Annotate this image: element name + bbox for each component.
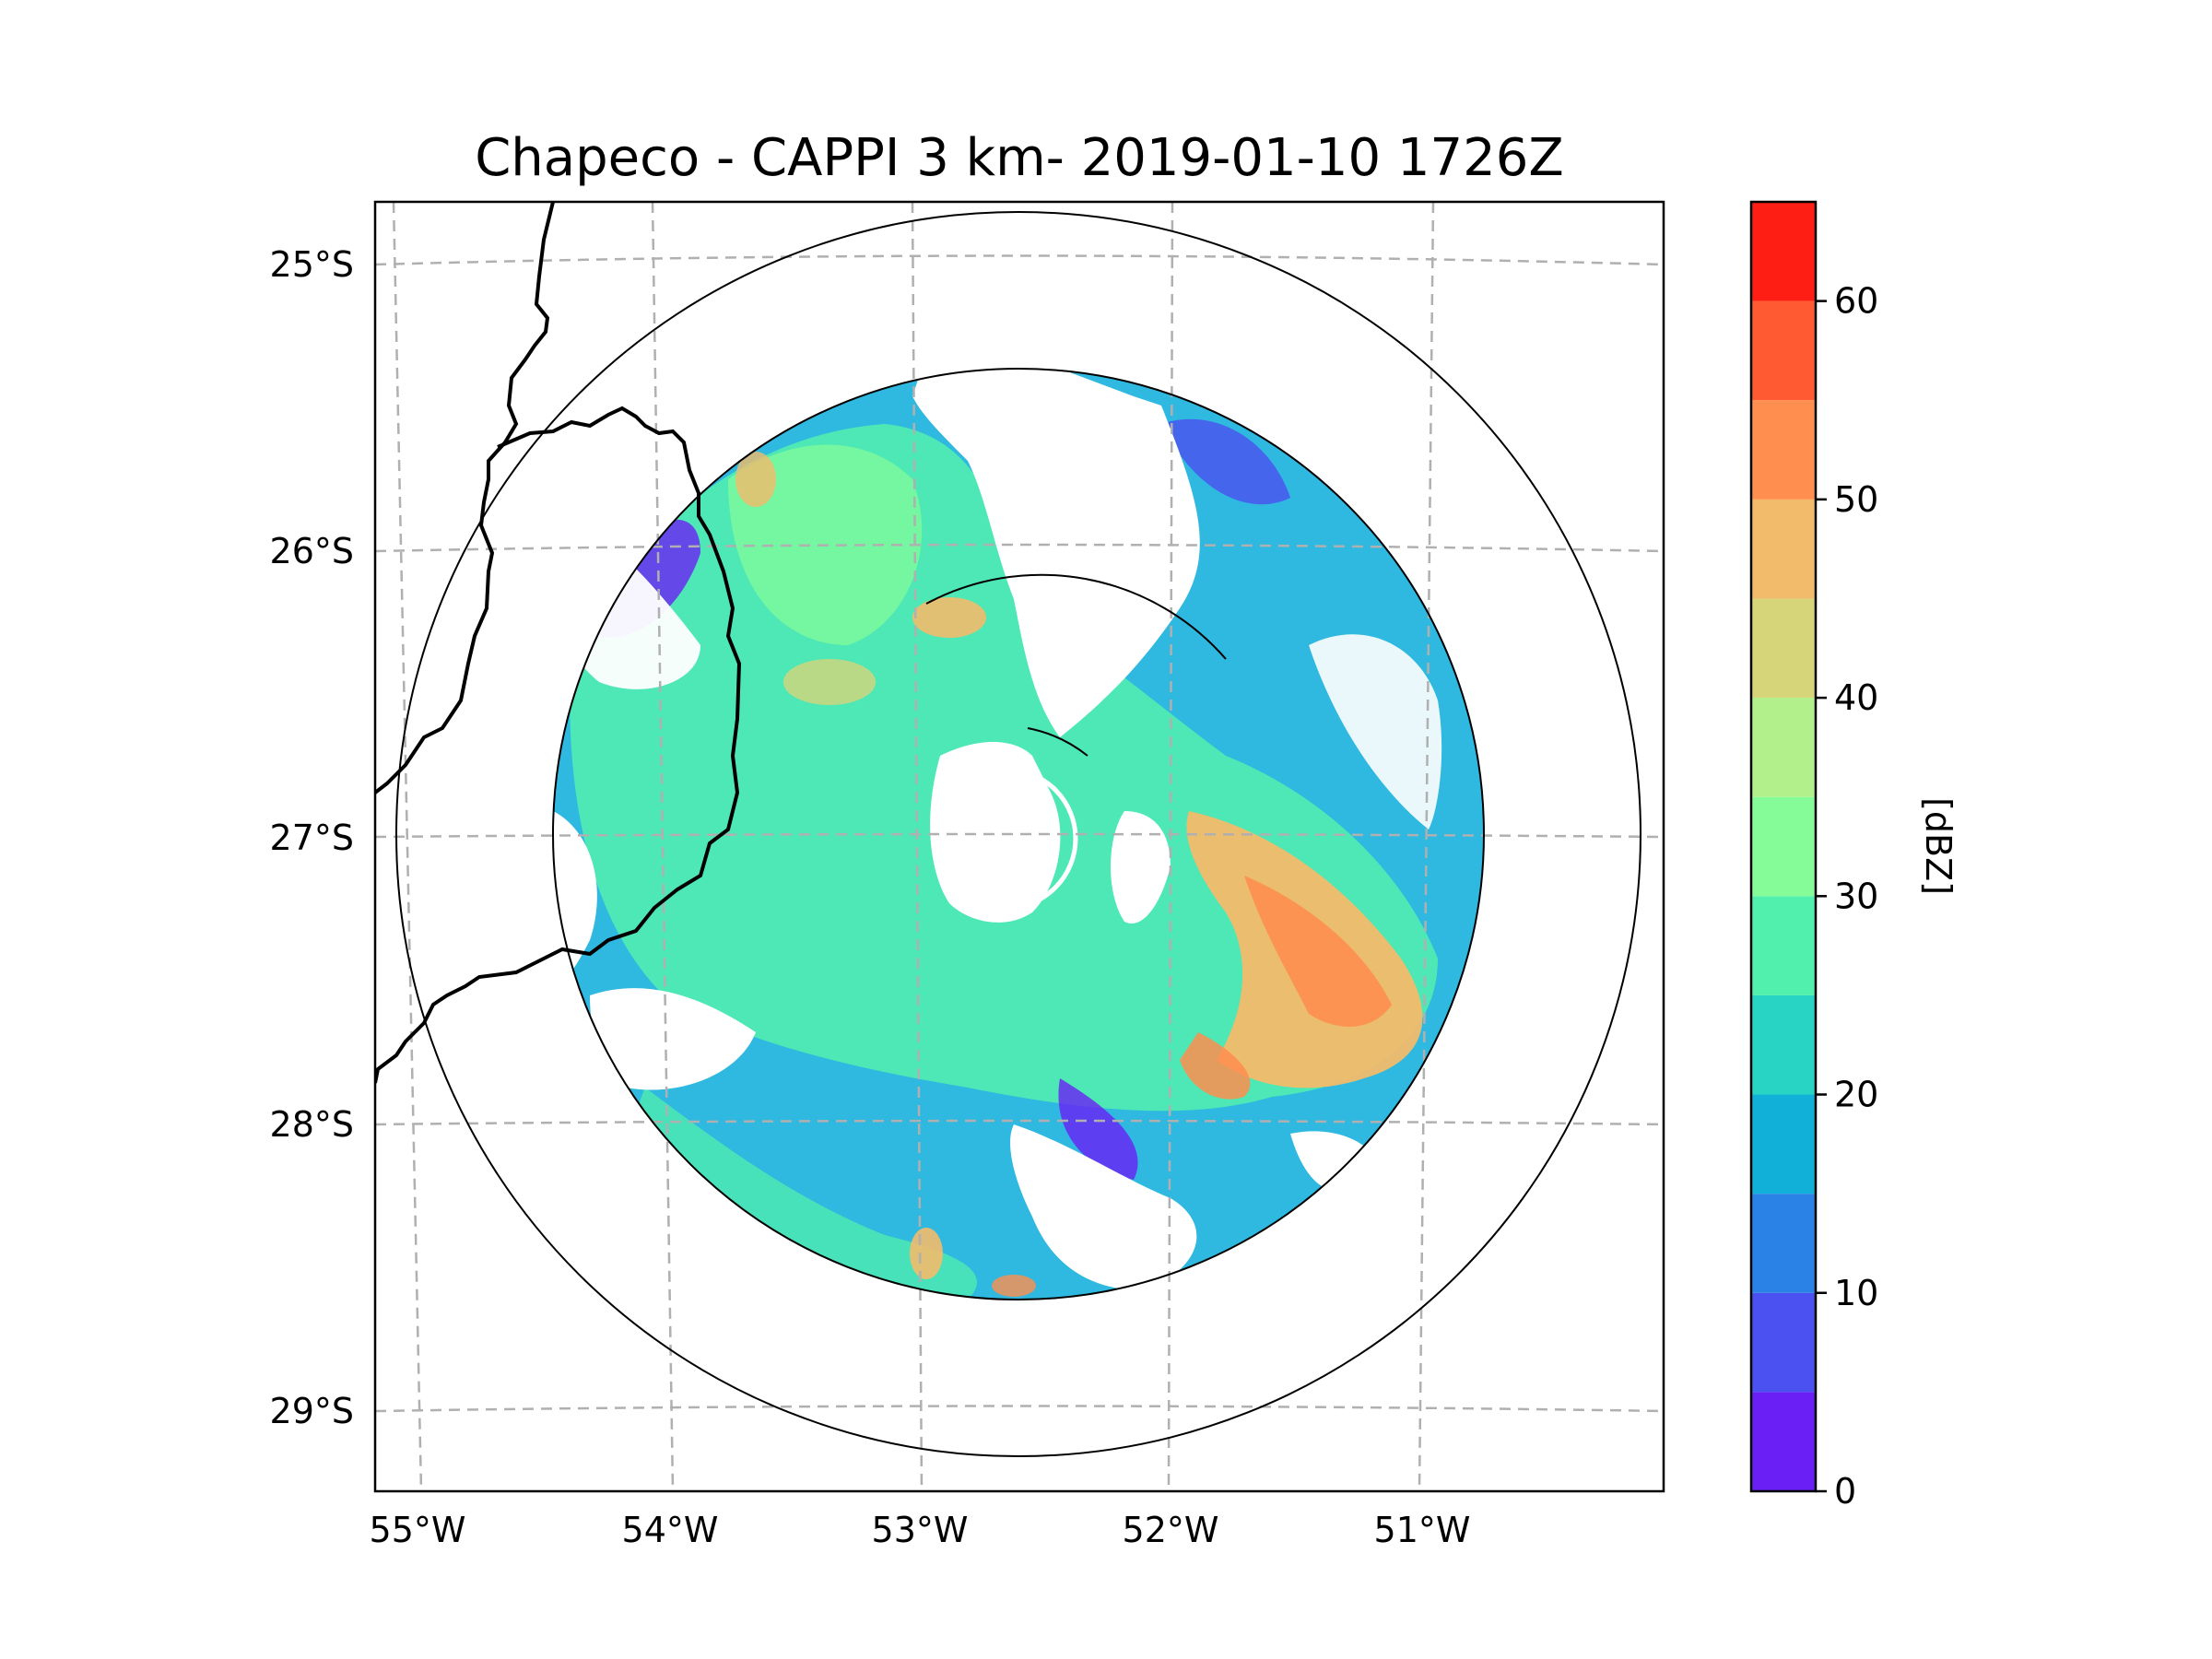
latitude-axis: 25°S 26°S 27°S 28°S 29°S: [270, 244, 354, 1431]
colorbar-segment: [1751, 994, 1816, 1095]
lon-tick-label: 51°W: [1374, 1510, 1471, 1550]
colorbar-segment: [1751, 1094, 1816, 1194]
colorbar-tick-label: 20: [1834, 1075, 1878, 1115]
lon-tick-label: 52°W: [1123, 1510, 1219, 1550]
colorbar-label: [dBZ]: [1918, 797, 1959, 895]
chart-title: Chapeco - CAPPI 3 km- 2019-01-10 1726Z: [475, 128, 1564, 188]
colorbar-segment: [1751, 1392, 1816, 1491]
colorbar: [1751, 202, 1816, 1491]
colorbar-tick-label: 60: [1834, 281, 1878, 322]
gridlines: [375, 202, 1664, 1491]
colorbar-tick-label: 40: [1834, 677, 1878, 718]
lat-tick-label: 27°S: [270, 818, 354, 858]
colorbar-segment: [1751, 598, 1816, 699]
colorbar-frame: [1749, 200, 1818, 1493]
colorbar-segment: [1751, 499, 1816, 599]
lat-tick-label: 28°S: [270, 1104, 354, 1145]
reflectivity-field: [553, 369, 1484, 1300]
colorbar-segment: [1751, 202, 1816, 301]
colorbar-segment: [1751, 300, 1816, 401]
colorbar-segment: [1751, 1292, 1816, 1393]
lat-tick-label: 29°S: [270, 1391, 354, 1431]
colorbar-tick-label: 10: [1834, 1273, 1878, 1313]
lon-tick-label: 54°W: [622, 1510, 719, 1550]
colorbar-tick-label: 30: [1834, 876, 1878, 916]
colorbar-tick-label: 50: [1834, 479, 1878, 520]
border-lines: [375, 202, 742, 1084]
longitude-axis: 55°W 54°W 53°W 52°W 51°W: [370, 1510, 1471, 1550]
colorbar-segment: [1751, 1194, 1816, 1293]
lat-tick-label: 25°S: [270, 244, 354, 285]
lon-tick-label: 53°W: [872, 1510, 969, 1550]
colorbar-segment: [1751, 698, 1816, 797]
colorbar-tick-label: 0: [1834, 1471, 1856, 1512]
range-rings: [395, 211, 1641, 1457]
map-panel: [375, 202, 1664, 1491]
colorbar-segment: [1751, 796, 1816, 897]
near-radar-rings: [935, 767, 1078, 911]
colorbar-segment: [1751, 896, 1816, 995]
map-frame: [373, 200, 1665, 1493]
lat-tick-label: 26°S: [270, 531, 354, 571]
colorbar-ticks: 0 10 20 30 40 50 60: [1816, 281, 1878, 1512]
lon-tick-label: 55°W: [370, 1510, 466, 1550]
colorbar-segment: [1751, 400, 1816, 500]
